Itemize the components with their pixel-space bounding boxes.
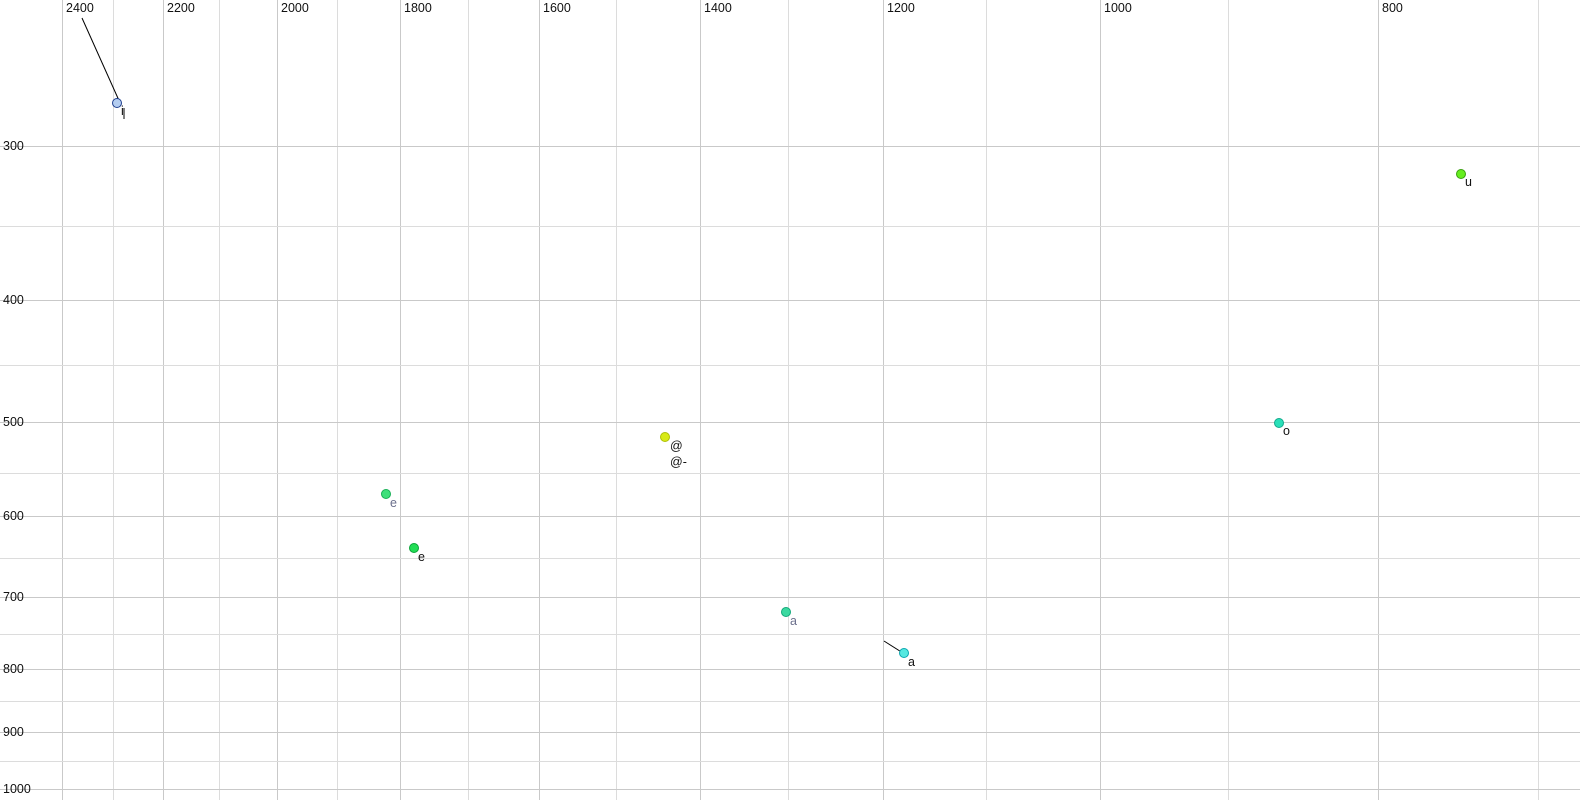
x-gridline bbox=[700, 0, 701, 800]
x-gridline bbox=[62, 0, 63, 800]
y-axis-tick-label: 1000 bbox=[3, 782, 31, 796]
data-point-label: e bbox=[418, 550, 425, 564]
x-axis-tick-label: 800 bbox=[1382, 1, 1403, 15]
x-axis-tick-label: 2200 bbox=[167, 1, 195, 15]
data-point-label: o bbox=[1283, 424, 1290, 438]
y-axis-tick-label: 600 bbox=[3, 509, 24, 523]
x-axis-tick-label: 1600 bbox=[543, 1, 571, 15]
data-point-marker[interactable] bbox=[381, 489, 391, 499]
x-gridline bbox=[219, 0, 220, 800]
x-axis-tick-label: 1400 bbox=[704, 1, 732, 15]
x-gridline bbox=[788, 0, 789, 800]
data-point-label: @- bbox=[670, 455, 687, 469]
y-axis-tick-label: 300 bbox=[3, 139, 24, 153]
y-axis-tick-label: 900 bbox=[3, 725, 24, 739]
x-axis-tick-label: 1800 bbox=[404, 1, 432, 15]
y-gridline bbox=[0, 634, 1580, 635]
x-gridline bbox=[616, 0, 617, 800]
y-gridline bbox=[0, 146, 1580, 147]
y-gridline bbox=[0, 789, 1580, 790]
x-gridline bbox=[1228, 0, 1229, 800]
y-axis-tick-label: 400 bbox=[3, 293, 24, 307]
y-gridline bbox=[0, 473, 1580, 474]
data-point-marker[interactable] bbox=[660, 432, 670, 442]
y-gridline bbox=[0, 558, 1580, 559]
y-gridline bbox=[0, 597, 1580, 598]
x-gridline bbox=[539, 0, 540, 800]
y-gridline bbox=[0, 732, 1580, 733]
data-point-marker[interactable] bbox=[781, 607, 791, 617]
data-point-label: a bbox=[790, 614, 797, 628]
y-axis-tick-label: 700 bbox=[3, 590, 24, 604]
y-gridline bbox=[0, 226, 1580, 227]
x-gridline bbox=[1378, 0, 1379, 800]
x-gridline bbox=[1100, 0, 1101, 800]
x-axis-tick-label: 2000 bbox=[281, 1, 309, 15]
data-point-marker[interactable] bbox=[899, 648, 909, 658]
y-gridline bbox=[0, 669, 1580, 670]
y-axis-tick-label: 500 bbox=[3, 415, 24, 429]
data-point-marker[interactable] bbox=[1456, 169, 1466, 179]
x-gridline bbox=[468, 0, 469, 800]
y-gridline bbox=[0, 300, 1580, 301]
x-axis-tick-label: 1200 bbox=[887, 1, 915, 15]
data-point-marker[interactable] bbox=[409, 543, 419, 553]
y-gridline bbox=[0, 701, 1580, 702]
data-point-marker[interactable] bbox=[112, 98, 122, 108]
x-gridline bbox=[400, 0, 401, 800]
x-axis-tick-label: 1000 bbox=[1104, 1, 1132, 15]
y-axis-tick-label: 800 bbox=[3, 662, 24, 676]
x-gridline bbox=[113, 0, 114, 800]
data-point-label: a bbox=[908, 655, 915, 669]
y-gridline bbox=[0, 516, 1580, 517]
data-point-label: u bbox=[1465, 175, 1472, 189]
y-gridline bbox=[0, 422, 1580, 423]
data-point-label: i bbox=[121, 104, 124, 118]
x-gridline bbox=[277, 0, 278, 800]
x-axis-tick-label: 2400 bbox=[66, 1, 94, 15]
y-gridline bbox=[0, 365, 1580, 366]
x-gridline bbox=[163, 0, 164, 800]
data-point-marker[interactable] bbox=[1274, 418, 1284, 428]
x-gridline bbox=[883, 0, 884, 800]
x-gridline bbox=[337, 0, 338, 800]
x-gridline bbox=[1538, 0, 1539, 800]
y-gridline bbox=[0, 761, 1580, 762]
x-gridline bbox=[986, 0, 987, 800]
data-point-label: e bbox=[390, 496, 397, 510]
data-point-label: @ bbox=[670, 439, 683, 453]
